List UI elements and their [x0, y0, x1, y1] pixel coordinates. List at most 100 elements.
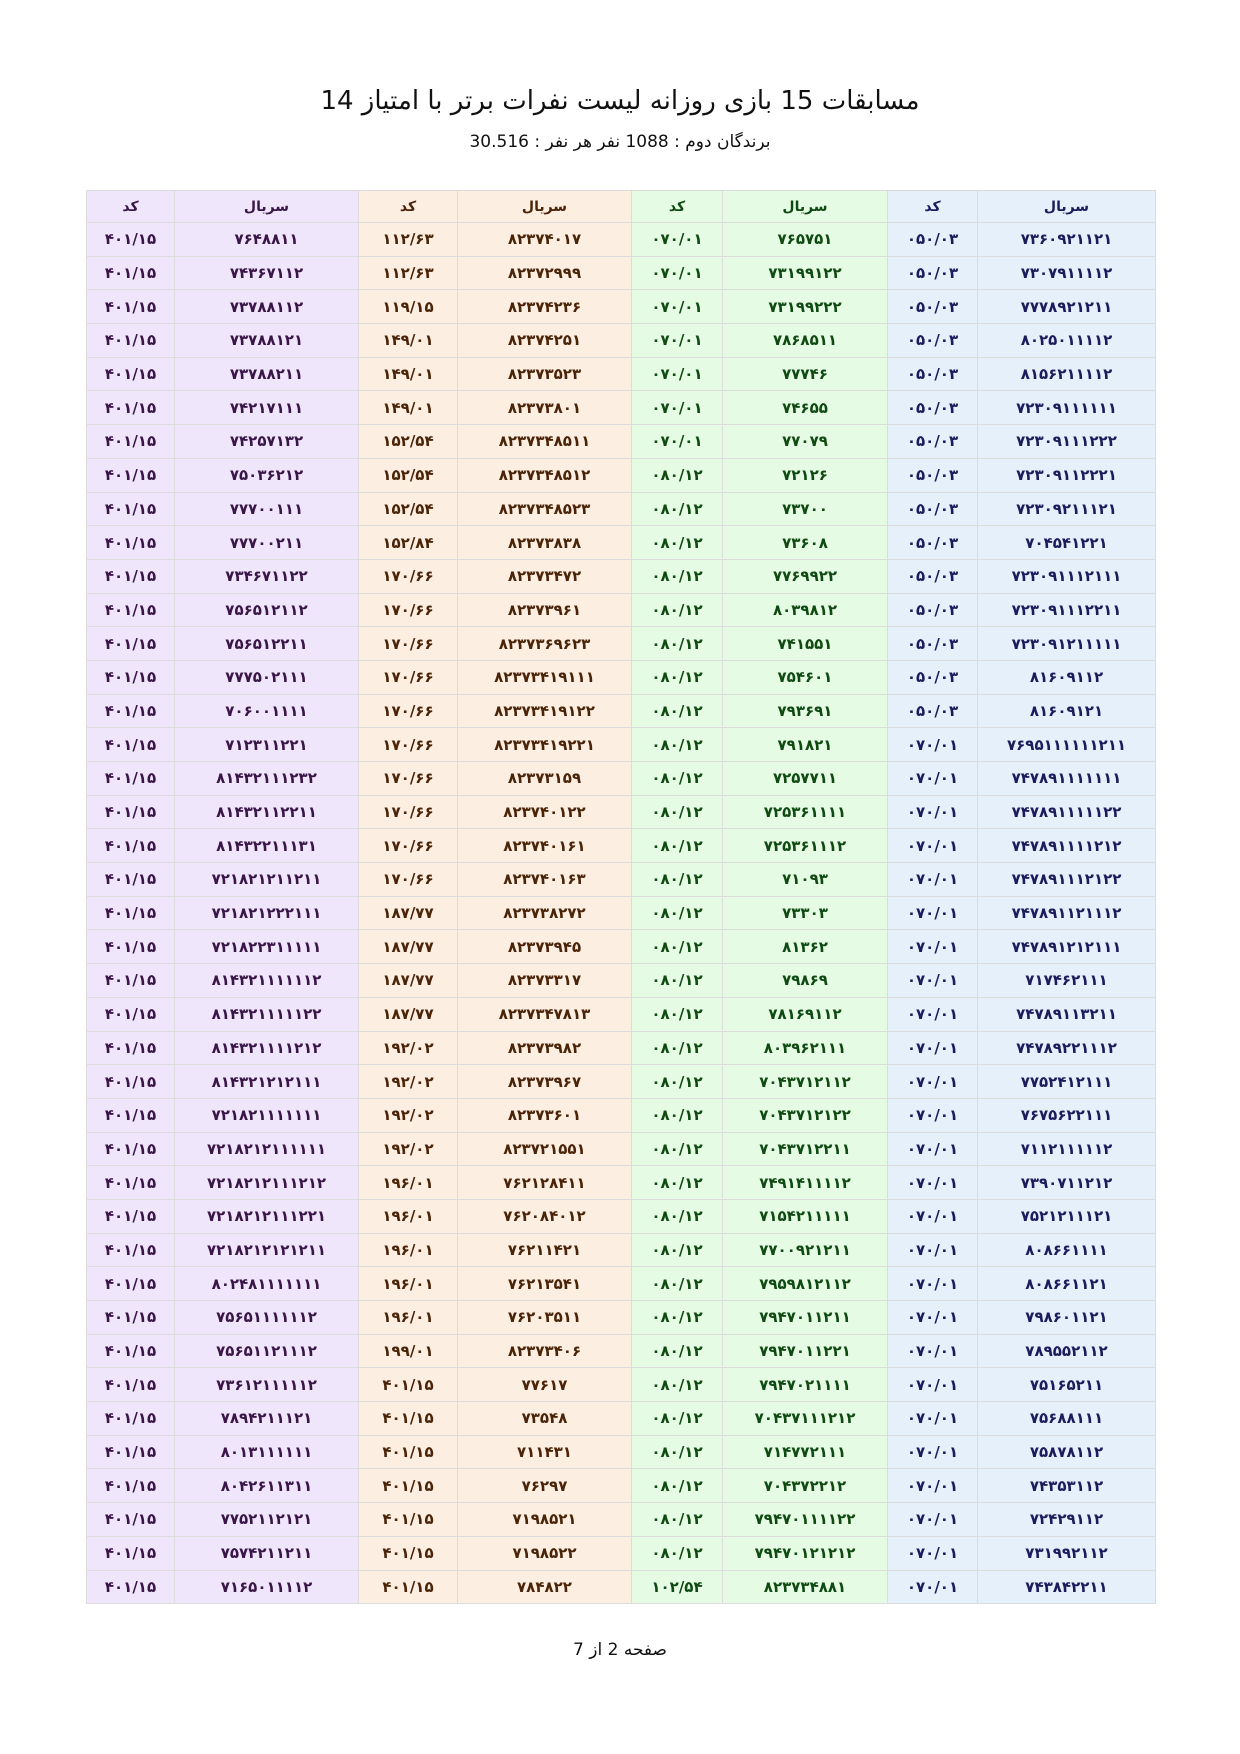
serial-header: سریال [457, 190, 632, 223]
code-cell: ۰۷۰/۰۱ [887, 761, 978, 796]
table-row: ۷۲۳۰۹۱۱۱۱۱۱ ۰۵۰/۰۳ ۷۴۶۵۵ ۰۷۰/۰۱ ۸۲۳۷۳۸۰۱ ۱۴۹/… [86, 390, 1156, 426]
serial-cell: ۷۵۰۳۶۲۱۲ [174, 457, 359, 493]
code-cell: ۰۷۰/۰۱ [887, 963, 978, 998]
code-cell: ۰۵۰/۰۳ [887, 457, 978, 493]
serial-header: سریال [977, 190, 1156, 223]
serial-cell: ۷۰۴۳۷۱۲۱۲۲ [722, 1097, 888, 1133]
code-cell: ۴۰۱/۱۵ [86, 1165, 175, 1200]
serial-cell: ۷۴۷۸۹۱۱۲۱۱۱۲ [977, 895, 1156, 931]
table-row: ۷۲۳۰۹۱۲۱۱۱۱۱ ۰۵۰/۰۳ ۷۴۱۵۵۱ ۰۸۰/۱۲ ۸۲۳۷۳۶۹۶۲۳… [86, 626, 1156, 661]
serial-cell: ۸۲۳۷۳۱۵۹ [457, 761, 632, 796]
serial-cell: ۷۴۲۱۷۱۱۱ [174, 390, 359, 426]
code-cell: ۴۰۱/۱۵ [86, 1097, 175, 1133]
serial-cell: ۷۰۴۳۷۱۲۲۱۱ [722, 1131, 888, 1167]
serial-cell: ۸۱۴۳۲۱۲۱۲۱۱۱ [174, 1064, 359, 1099]
serial-cell: ۸۰۲۴۸۱۱۱۱۱۱۱ [174, 1266, 359, 1301]
serial-cell: ۷۵۶۸۸۱۱۱ [977, 1401, 1156, 1436]
table-row: ۸۱۵۶۲۱۱۱۱۲ ۰۵۰/۰۳ ۷۷۷۴۶ ۰۷۰/۰۱ ۸۲۳۷۳۵۲۳ ۱۴۹/۰… [86, 356, 1156, 392]
serial-cell: ۷۱۱۲۱۱۱۱۱۲ [977, 1131, 1156, 1167]
table-row: ۷۸۹۵۵۲۱۱۲ ۰۷۰/۰۱ ۷۹۴۷۰۱۱۲۲۱ ۰۸۰/۱۲ ۸۲۳۷۳۴۰۶ ۱… [86, 1333, 1156, 1369]
serial-cell: ۷۲۱۸۲۱۲۱۱۱۱۱۱ [174, 1131, 359, 1167]
serial-cell: ۷۴۷۸۹۱۲۱۲۱۱۱ [977, 929, 1156, 965]
code-cell: ۱۷۰/۶۶ [358, 693, 458, 729]
code-cell: ۰۸۰/۱۲ [631, 1300, 723, 1335]
table-row: ۷۶۹۵۱۱۱۱۱۱۲۱۱ ۰۷۰/۰۱ ۷۹۱۸۲۱ ۰۸۰/۱۲ ۸۲۳۷۳۴۱۹۲… [86, 727, 1156, 762]
code-cell: ۰۷۰/۰۱ [887, 929, 978, 965]
code-cell: ۱۰۲/۵۴ [631, 1569, 723, 1605]
serial-cell: ۷۲۵۳۶۱۱۱۱ [722, 794, 888, 830]
table-row: ۷۴۷۸۹۱۱۱۲۱۲۲ ۰۷۰/۰۱ ۷۱۰۹۳ ۰۸۰/۱۲ ۸۲۳۷۴۰۱۶۳ ۱۷… [86, 862, 1156, 897]
serial-cell: ۸۰۸۶۶۱۱۱۱ [977, 1232, 1156, 1268]
serial-cell: ۷۳۹۰۷۱۱۲۱۲ [977, 1165, 1156, 1200]
code-cell: ۱۷۰/۶۶ [358, 828, 458, 864]
code-cell: ۴۰۱/۱۵ [86, 794, 175, 830]
code-cell: ۰۸۰/۱۲ [631, 895, 723, 931]
serial-cell: ۷۳۷۸۸۱۱۲ [174, 289, 359, 325]
code-cell: ۱۷۰/۶۶ [358, 727, 458, 762]
serial-cell: ۷۶۲۱۱۴۲۱ [457, 1232, 632, 1268]
code-header: کد [358, 190, 458, 223]
code-cell: ۴۰۱/۱۵ [86, 1434, 175, 1470]
code-cell: ۰۸۰/۱۲ [631, 963, 723, 998]
serial-cell: ۷۹۵۹۸۱۲۱۱۲ [722, 1266, 888, 1301]
code-cell: ۴۰۱/۱۵ [86, 525, 175, 560]
serial-cell: ۷۴۹۱۴۱۱۱۱۲ [722, 1165, 888, 1200]
code-cell: ۴۰۱/۱۵ [86, 222, 175, 257]
code-cell: ۱۴۹/۰۱ [358, 390, 458, 426]
code-cell: ۰۵۰/۰۳ [887, 356, 978, 392]
code-cell: ۴۰۱/۱۵ [86, 1266, 175, 1301]
serial-cell: ۷۳۶۰۹۲۱۱۲۱ [977, 222, 1156, 257]
code-cell: ۰۷۰/۰۱ [887, 1502, 978, 1537]
code-cell: ۱۹۶/۰۱ [358, 1198, 458, 1234]
serial-cell: ۸۲۳۷۳۴۸۵۱۲ [457, 457, 632, 493]
code-cell: ۰۸۰/۱۲ [631, 457, 723, 493]
code-cell: ۰۵۰/۰۳ [887, 626, 978, 661]
serial-cell: ۷۳۱۹۹۲۲۲ [722, 289, 888, 325]
serial-cell: ۷۴۷۸۹۱۱۱۱۱۱۱ [977, 761, 1156, 796]
code-cell: ۰۷۰/۰۱ [631, 289, 723, 325]
table-row: ۷۱۷۴۶۲۱۱۱ ۰۷۰/۰۱ ۷۹۸۶۹ ۰۸۰/۱۲ ۸۲۳۷۳۳۱۷ ۱۸۷/۷۷… [86, 963, 1156, 998]
code-cell: ۱۷۰/۶۶ [358, 659, 458, 695]
code-cell: ۱۹۶/۰۱ [358, 1300, 458, 1335]
serial-cell: ۷۲۱۸۲۱۲۱۱۱۲۲۱ [174, 1198, 359, 1234]
serial-cell: ۷۲۳۰۹۱۱۲۲۲۱ [977, 457, 1156, 493]
code-cell: ۱۹۶/۰۱ [358, 1232, 458, 1268]
code-cell: ۰۵۰/۰۳ [887, 592, 978, 628]
code-cell: ۴۰۱/۱۵ [358, 1502, 458, 1537]
code-cell: ۴۰۱/۱۵ [86, 491, 175, 527]
code-cell: ۴۰۱/۱۵ [86, 1569, 175, 1605]
code-cell: ۴۰۱/۱۵ [86, 1333, 175, 1369]
code-cell: ۰۷۰/۰۱ [887, 1333, 978, 1369]
serial-cell: ۷۵۶۵۱۱۲۱۱۱۲ [174, 1333, 359, 1369]
serial-cell: ۸۱۵۶۲۱۱۱۱۲ [977, 356, 1156, 392]
code-header: کد [631, 190, 723, 223]
header-row: سریال کد سریال کد سریال کد سریال کد [86, 190, 1156, 223]
code-cell: ۰۸۰/۱۲ [631, 592, 723, 628]
serial-cell: ۷۲۳۰۹۱۱۱۲۲۲ [977, 424, 1156, 459]
code-cell: ۱۷۰/۶۶ [358, 761, 458, 796]
serial-header: سریال [722, 190, 888, 223]
serial-cell: ۷۷۷۰۰۲۱۱ [174, 525, 359, 560]
table-row: ۷۴۳۸۴۲۲۱۱ ۰۷۰/۰۱ ۸۲۳۷۳۴۸۸۱ ۱۰۲/۵۴ ۷۸۴۸۲۲ ۴۰۱/… [86, 1569, 1156, 1605]
code-cell: ۴۰۱/۱۵ [86, 862, 175, 897]
code-cell: ۰۸۰/۱۲ [631, 727, 723, 762]
code-cell: ۰۸۰/۱۲ [631, 1097, 723, 1133]
code-cell: ۰۵۰/۰۳ [887, 222, 978, 257]
code-cell: ۱۵۲/۵۴ [358, 491, 458, 527]
code-cell: ۱۴۹/۰۱ [358, 356, 458, 392]
serial-cell: ۷۲۱۸۲۲۳۱۱۱۱۱ [174, 929, 359, 965]
code-cell: ۰۷۰/۰۱ [887, 862, 978, 897]
code-cell: ۴۰۱/۱۵ [86, 828, 175, 864]
serial-cell: ۷۴۳۸۴۲۲۱۱ [977, 1569, 1156, 1605]
code-header: کد [887, 190, 978, 223]
code-cell: ۰۸۰/۱۲ [631, 1333, 723, 1369]
code-cell: ۱۸۷/۷۷ [358, 996, 458, 1032]
code-cell: ۱۱۹/۱۵ [358, 289, 458, 325]
serial-cell: ۸۱۶۰۹۱۲۱ [977, 693, 1156, 729]
serial-cell: ۷۱۵۴۲۱۱۱۱۱ [722, 1198, 888, 1234]
code-cell: ۰۵۰/۰۳ [887, 558, 978, 594]
table-row: ۷۶۷۵۶۲۲۱۱۱ ۰۷۰/۰۱ ۷۰۴۳۷۱۲۱۲۲ ۰۸۰/۱۲ ۸۲۳۷۳۶۰۱… [86, 1097, 1156, 1133]
code-cell: ۱۱۲/۶۳ [358, 255, 458, 291]
serial-cell: ۷۳۰۷۹۱۱۱۱۲ [977, 255, 1156, 291]
serial-cell: ۷۹۸۶۰۱۱۲۱ [977, 1300, 1156, 1335]
